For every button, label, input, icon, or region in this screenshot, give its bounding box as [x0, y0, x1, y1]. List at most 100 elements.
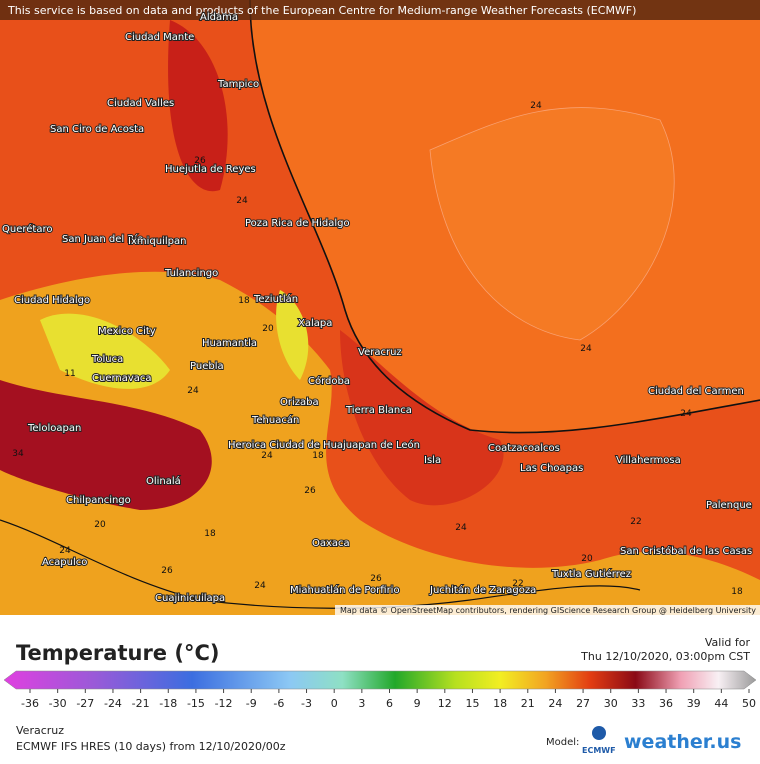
- city: Teziutlán: [253, 293, 298, 305]
- city: San Ciro de Acosta: [50, 124, 144, 135]
- city: Aldama: [200, 12, 238, 23]
- city: Oaxaca: [312, 538, 350, 549]
- city-labels: Aldama Tampico Ciudad Mante Ciudad Valle…: [1, 11, 753, 605]
- city: Chilpancingo: [66, 495, 131, 506]
- colorbar-tick-label: 15: [465, 697, 479, 710]
- colorbar-tick-label: -15: [187, 697, 205, 710]
- colorbar-tick-label: 0: [331, 697, 338, 710]
- city: Orizaba: [280, 397, 319, 408]
- city: Las Choapas: [520, 463, 583, 474]
- city: Ciudad Mante: [125, 32, 194, 43]
- colorbar-tick-label: 6: [386, 697, 393, 710]
- contour-label: 24: [236, 196, 248, 206]
- map: This service is based on data and produc…: [0, 0, 760, 615]
- city: Teloloapan: [27, 423, 81, 434]
- city: Toluca: [91, 354, 123, 365]
- contour-label: 22: [512, 579, 523, 589]
- contour-label: 20: [262, 324, 274, 334]
- colorbar-tick-label: 12: [438, 697, 452, 710]
- model-logo: ECMWF: [582, 746, 616, 755]
- city: Ciudad del Carmen: [648, 386, 744, 397]
- city: Puebla: [190, 361, 224, 372]
- contour-label: 26: [370, 574, 382, 584]
- colorbar-tick-label: -9: [246, 697, 257, 710]
- coastline: [249, 0, 760, 434]
- colorbar: [3, 670, 757, 690]
- colorbar-tick-label: 3: [358, 697, 365, 710]
- city: Tuxtla Gutiérrez: [551, 568, 631, 580]
- colorbar-tick-label: -21: [132, 697, 150, 710]
- colorbar-tick-label: -24: [104, 697, 122, 710]
- banner: This service is based on data and produc…: [7, 4, 636, 17]
- city: Ixmiquilpan: [128, 236, 186, 247]
- city: Querétaro: [2, 223, 52, 235]
- city: Xalapa: [298, 318, 332, 329]
- warm-yellow: [0, 271, 760, 615]
- colorbar-tick-label: -12: [215, 697, 233, 710]
- contour-label: 24: [59, 546, 71, 556]
- contour-label: 24: [187, 386, 199, 396]
- contour-label: 20: [581, 554, 593, 564]
- city: Tulancingo: [164, 268, 218, 279]
- city: Ciudad Valles: [107, 98, 174, 109]
- city: Juchitán de Zaragoza: [429, 584, 536, 596]
- colorbar-tick-label: 27: [576, 697, 590, 710]
- model-run: ECMWF IFS HRES (10 days) from 12/10/2020…: [16, 740, 286, 753]
- legend: Temperature (°C) Valid for Thu 12/10/202…: [3, 636, 757, 755]
- city: San Juan del Río: [62, 233, 143, 245]
- city: Acapulco: [42, 557, 87, 568]
- contour-label: 24: [680, 409, 692, 419]
- colorbar-tick-label: 36: [659, 697, 673, 710]
- city: Heroica Ciudad de Huajuapan de León: [228, 439, 420, 451]
- contour-label: 26: [161, 566, 173, 576]
- hot-zone: [0, 380, 212, 510]
- contour-label: 22: [630, 517, 641, 527]
- city: Villahermosa: [616, 455, 681, 466]
- colorbar-ticks: -36 -30 -27 -24 -21 -18 -15 -12 -9 -6 -3 0 3 6 9 12 15 18…: [21, 689, 756, 710]
- contour-label: 34: [12, 449, 24, 459]
- city: Palenque: [706, 500, 752, 511]
- city: Olinalá: [146, 475, 181, 487]
- hot-zone: [168, 20, 228, 192]
- hot-zone: [340, 330, 504, 506]
- colorbar-tick-label: 18: [493, 697, 507, 710]
- colorbar-tick-label: -36: [21, 697, 39, 710]
- city: San Cristóbal de las Casas: [620, 545, 752, 557]
- city: Huamantla: [202, 338, 257, 349]
- colorbar-tick-label: -27: [76, 697, 94, 710]
- colorbar-tick-label: -6: [273, 697, 284, 710]
- contour-label: 26: [304, 486, 316, 496]
- banner-bg: [0, 0, 760, 20]
- city: Coatzacoalcos: [488, 443, 560, 454]
- colorbar-tick-label: 30: [604, 697, 618, 710]
- contour-label: 24: [455, 523, 467, 533]
- city: Córdoba: [308, 375, 350, 387]
- valid-time: Thu 12/10/2020, 03:00pm CST: [580, 650, 750, 663]
- contour-label: 24: [530, 101, 542, 111]
- contour-label: 24: [261, 451, 273, 461]
- contour-label: 24: [254, 581, 266, 591]
- city: Ciudad Hidalgo: [14, 295, 90, 306]
- city: Miahuatlán de Porfirio: [290, 584, 400, 596]
- colorbar-tick-label: 24: [548, 697, 562, 710]
- colorbar-tick-label: -18: [159, 697, 177, 710]
- city: Isla: [424, 455, 441, 466]
- attribution: Map data © OpenStreetMap contributors, r…: [340, 606, 756, 615]
- contour-labels: 24 24 24 26 24 18 20 24 18 24 34 11 24 22 20 26 22 18 18 20…: [12, 101, 743, 597]
- model-label: Model:: [546, 737, 579, 748]
- city: Cuernavaca: [92, 373, 152, 384]
- cool-zone: [276, 290, 309, 380]
- colorbar-tick-label: 39: [687, 697, 701, 710]
- city: Tehuacán: [251, 414, 299, 426]
- city: Mexico City: [98, 326, 156, 337]
- isotherm: [429, 107, 675, 341]
- city: Tampico: [217, 79, 259, 90]
- contour-label: 18: [312, 451, 324, 461]
- attribution-bg: [335, 605, 760, 615]
- contour-label: 26: [194, 156, 206, 166]
- brand[interactable]: weather.us: [624, 731, 741, 753]
- colorbar-tick-label: 44: [714, 697, 728, 710]
- colorbar-tick-label: 21: [521, 697, 535, 710]
